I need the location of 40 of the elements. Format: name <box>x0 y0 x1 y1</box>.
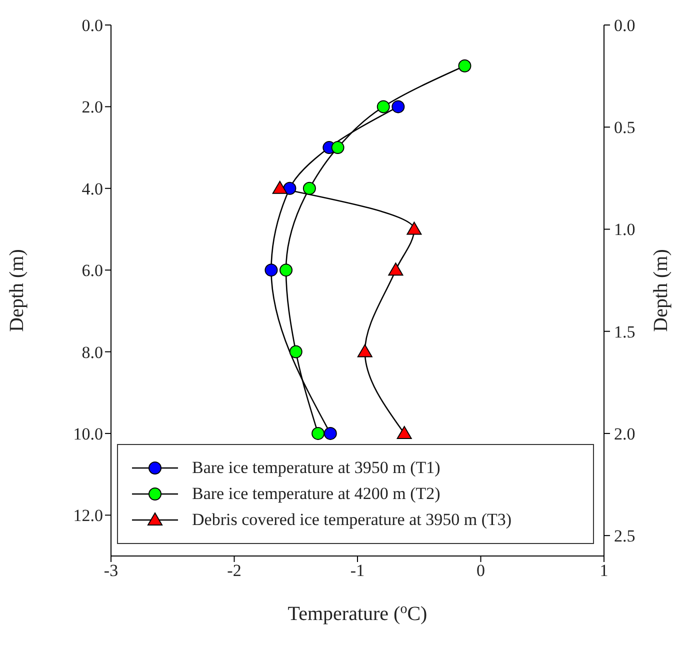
legend-label: Bare ice temperature at 4200 m (T2) <box>192 484 440 504</box>
y-tick-label: 6.0 <box>82 261 103 280</box>
legend-label: Bare ice temperature at 3950 m (T1) <box>192 458 440 478</box>
y2-axis-title: Depth (m) <box>650 249 672 332</box>
point <box>264 264 278 277</box>
y2-tick-label: 1.0 <box>614 220 636 240</box>
y-tick-label: 10.0 <box>73 424 103 444</box>
y-tick-label: 12.0 <box>73 506 103 526</box>
x-tick-label: 1 <box>600 561 608 580</box>
point <box>331 141 344 154</box>
y2-tick-label: 0.0 <box>614 16 636 35</box>
legend-label: Debris covered ice temperature at 3950 m (T3) <box>192 510 512 530</box>
point <box>312 426 325 440</box>
y-tick-label: 8.0 <box>82 342 103 362</box>
point <box>376 100 390 114</box>
y-axis-title: Depth (m) <box>6 249 28 332</box>
x-tick-label: -2 <box>227 561 242 580</box>
y2-tick-label: 0.5 <box>614 118 636 138</box>
x-tick-label: 0 <box>476 561 485 580</box>
x-tick-label: -3 <box>104 561 118 580</box>
x-axis-title: Temperature ($^{o}$C) <box>288 602 428 625</box>
point <box>392 100 405 114</box>
y2-tick-label: 1.5 <box>614 322 636 342</box>
y2-tick-label: 2.5 <box>614 526 636 546</box>
point <box>396 426 412 439</box>
point <box>458 59 472 72</box>
point <box>280 264 293 277</box>
y2-tick-label: 2.0 <box>614 424 636 444</box>
point <box>324 426 337 440</box>
point <box>388 262 404 276</box>
point <box>289 345 302 358</box>
point <box>302 182 316 195</box>
point <box>406 222 422 235</box>
x-tick-label: -1 <box>350 561 365 580</box>
y-tick-label: 2.0 <box>82 98 103 117</box>
point <box>283 182 296 195</box>
y-tick-label: 4.0 <box>82 179 103 198</box>
point <box>357 344 372 358</box>
y-tick-label: 0.0 <box>82 16 103 36</box>
point <box>272 180 288 194</box>
